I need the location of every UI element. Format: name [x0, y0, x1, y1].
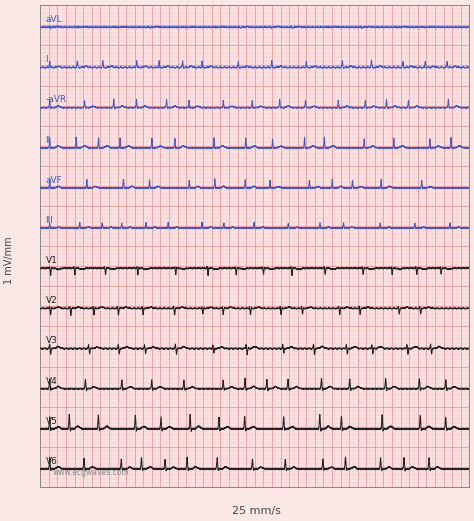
Text: II: II: [46, 135, 51, 144]
Text: V2: V2: [46, 296, 57, 305]
Text: aVF: aVF: [46, 176, 62, 185]
Text: III: III: [46, 216, 53, 225]
Text: V5: V5: [46, 417, 57, 426]
Text: V3: V3: [46, 337, 57, 345]
Text: 1 mV/mm: 1 mV/mm: [3, 237, 14, 284]
Text: V1: V1: [46, 256, 57, 265]
Text: -aVR: -aVR: [46, 95, 66, 104]
Text: aVL: aVL: [46, 15, 62, 24]
Text: www.ecgwaves.com: www.ecgwaves.com: [53, 468, 130, 477]
Text: I: I: [46, 55, 48, 64]
Text: 25 mm/s: 25 mm/s: [231, 506, 281, 516]
Text: V4: V4: [46, 377, 57, 386]
Text: V6: V6: [46, 457, 57, 466]
